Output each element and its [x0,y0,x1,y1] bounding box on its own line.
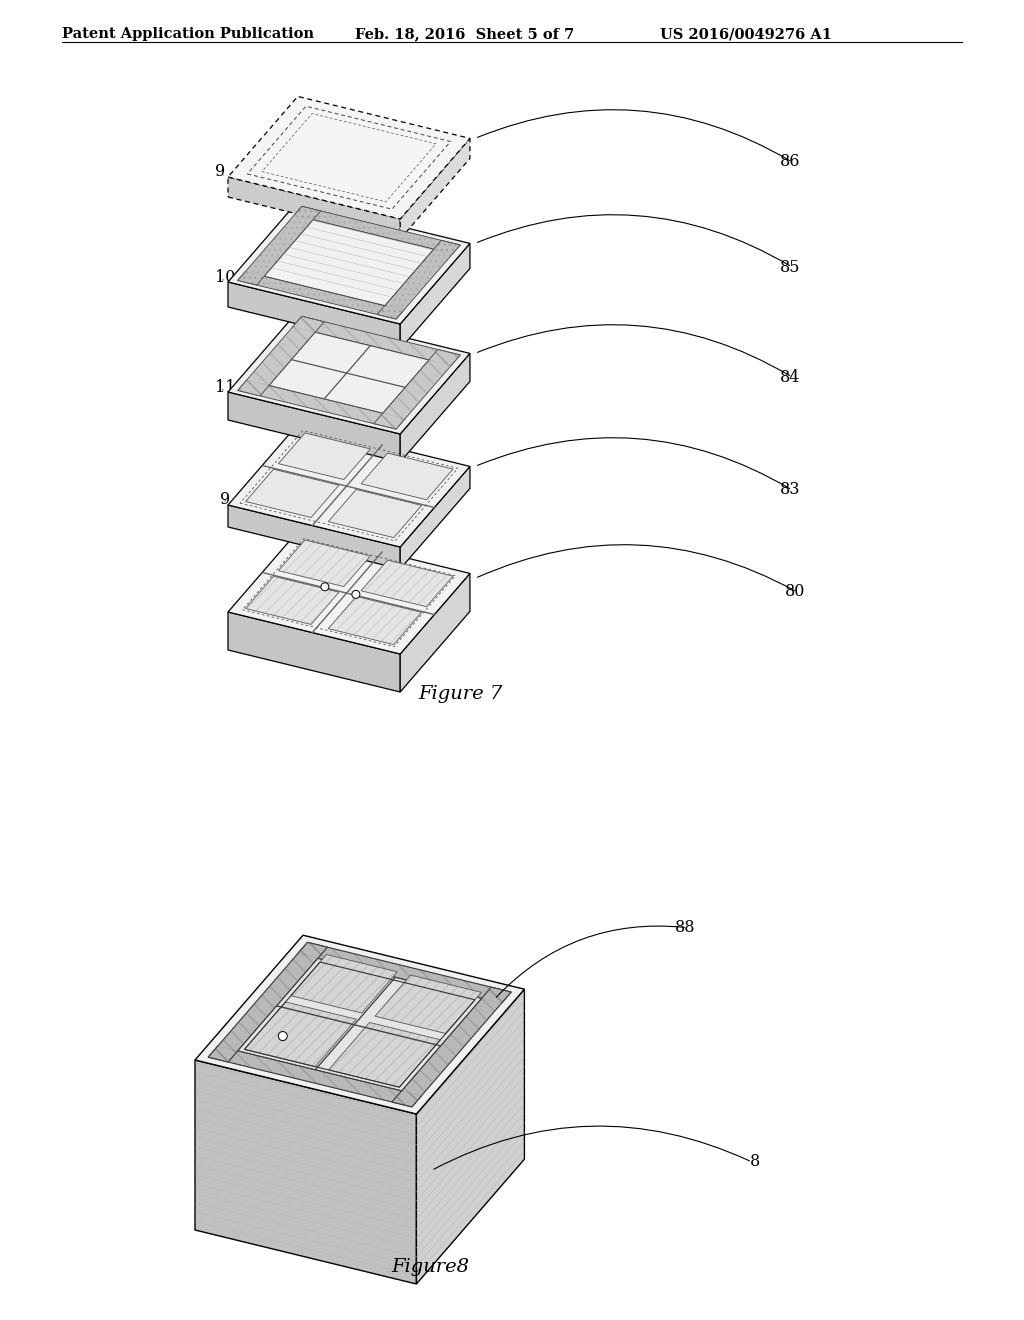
Polygon shape [279,433,371,479]
Polygon shape [400,243,470,348]
Polygon shape [374,350,460,429]
Polygon shape [417,989,524,1284]
Polygon shape [238,380,406,429]
Polygon shape [298,942,511,1003]
Polygon shape [208,942,328,1063]
Text: 8: 8 [750,1154,760,1171]
Polygon shape [361,453,453,500]
Polygon shape [264,220,433,306]
Circle shape [321,583,329,591]
Polygon shape [228,532,470,653]
Polygon shape [228,282,400,348]
Text: US 2016/0049276 A1: US 2016/0049276 A1 [660,26,831,41]
Polygon shape [228,177,400,239]
Text: 88: 88 [675,919,695,936]
Polygon shape [228,312,470,434]
Polygon shape [293,317,460,366]
Polygon shape [375,975,481,1034]
Polygon shape [238,272,403,319]
Polygon shape [329,1023,440,1088]
Text: 80: 80 [784,583,805,601]
Text: Feb. 18, 2016  Sheet 5 of 7: Feb. 18, 2016 Sheet 5 of 7 [355,26,574,41]
Polygon shape [228,202,470,323]
Text: 9: 9 [220,491,230,508]
Polygon shape [246,577,339,624]
Text: Patent Application Publication: Patent Application Publication [62,26,314,41]
Polygon shape [238,206,321,285]
Text: 11: 11 [215,379,236,396]
Polygon shape [400,466,470,569]
Text: 9: 9 [215,164,225,181]
Circle shape [352,590,359,598]
Polygon shape [329,597,422,644]
Polygon shape [228,392,400,462]
Polygon shape [329,490,422,537]
Polygon shape [195,935,524,1114]
Polygon shape [279,540,371,586]
Polygon shape [238,958,481,1090]
Polygon shape [228,425,470,546]
Polygon shape [238,317,325,396]
Polygon shape [245,1002,356,1067]
Text: 85: 85 [779,259,800,276]
Polygon shape [208,1045,422,1107]
Polygon shape [195,1060,417,1284]
Polygon shape [377,240,460,319]
Polygon shape [400,354,470,462]
Polygon shape [228,96,470,219]
Polygon shape [291,954,397,1012]
Polygon shape [269,333,429,413]
Polygon shape [361,560,453,607]
Text: Figure8: Figure8 [391,1258,469,1276]
Text: 84: 84 [779,368,800,385]
Polygon shape [228,506,400,569]
Text: 10: 10 [215,268,236,285]
Polygon shape [400,573,470,692]
Circle shape [279,1031,288,1040]
Polygon shape [228,612,400,692]
Text: Figure 7: Figure 7 [418,685,502,704]
Text: 86: 86 [779,153,800,170]
Text: 83: 83 [779,482,800,499]
Polygon shape [246,469,339,517]
Polygon shape [400,139,470,239]
Polygon shape [392,987,511,1107]
Polygon shape [294,206,460,253]
